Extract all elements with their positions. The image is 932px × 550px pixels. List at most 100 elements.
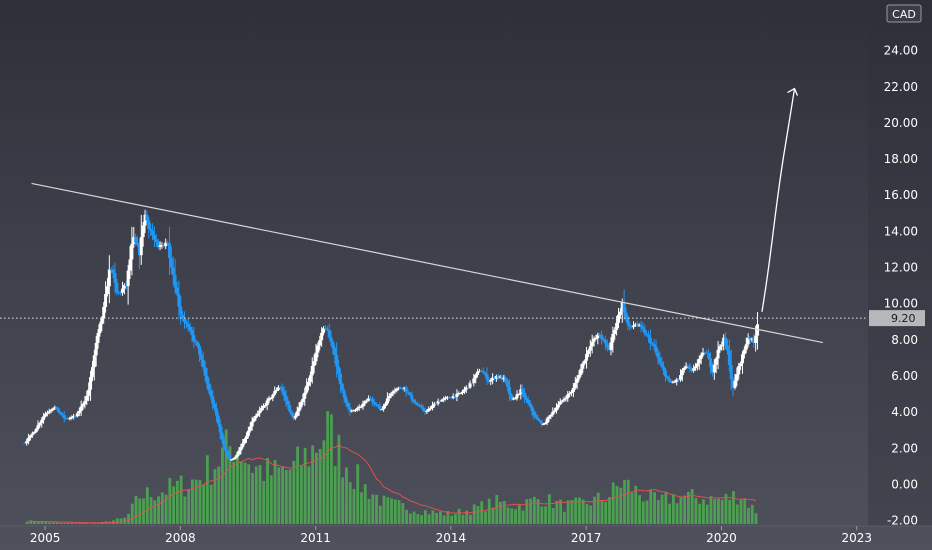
candle-body (468, 382, 472, 388)
volume-bar (363, 484, 367, 524)
volume-bar (532, 496, 536, 524)
candle-body (164, 242, 168, 247)
volume-bar (322, 440, 326, 524)
candle-body (556, 404, 560, 408)
candle-body (609, 342, 613, 350)
candle-body (639, 324, 643, 328)
candle-body (652, 344, 656, 347)
volume-bar (551, 507, 555, 524)
candle-body (476, 371, 480, 375)
y-tick-label: 6.00 (891, 369, 918, 383)
candle-body (40, 419, 44, 424)
volume-bar (221, 447, 224, 524)
candle-body (432, 403, 436, 406)
candle-body (179, 306, 183, 315)
candle-body (241, 443, 245, 448)
volume-bar (284, 469, 288, 524)
candle-body (209, 390, 213, 396)
candle-body (316, 345, 320, 353)
candle-body (620, 302, 624, 312)
volume-bar (232, 461, 236, 524)
y-tick-label: 14.00 (884, 224, 918, 238)
volume-bar (382, 495, 386, 524)
volume-bar (127, 513, 130, 524)
volume-bar (78, 523, 82, 524)
volume-bar (48, 522, 51, 524)
candle-body (169, 257, 173, 268)
volume-bar (262, 480, 266, 524)
candle-body (519, 389, 523, 394)
volume-bar (619, 487, 623, 524)
candle-body (385, 398, 389, 404)
candle-body (402, 387, 406, 389)
candle-body (325, 328, 329, 330)
candle-body (496, 375, 500, 378)
resistance-trendline[interactable] (31, 182, 824, 344)
volume-bar (675, 503, 679, 524)
candle-body (694, 366, 698, 369)
candle-body (724, 337, 728, 346)
candle-body (436, 401, 440, 404)
volume-bar (517, 504, 521, 524)
volume-bar (656, 499, 660, 524)
candle-body (459, 392, 463, 394)
candle-body (216, 415, 220, 424)
candle-body (124, 285, 128, 287)
candle-body (536, 417, 540, 420)
volume-bar (645, 500, 649, 524)
volume-bar (420, 515, 423, 524)
x-tick-label: 2011 (300, 531, 331, 545)
candle-body (474, 374, 478, 379)
candle-body (267, 398, 271, 401)
candle-body (70, 416, 74, 418)
volume-bar (502, 500, 506, 524)
candle-body (504, 377, 508, 381)
candle-body (600, 334, 604, 339)
y-tick-label: 10.00 (884, 297, 918, 311)
candle-body (466, 387, 470, 389)
projection-arrow-line[interactable] (761, 87, 796, 312)
candle-body (534, 415, 538, 418)
candle-body (506, 380, 510, 387)
candle-body (461, 391, 465, 393)
candle-body (742, 349, 746, 355)
candle-body (632, 325, 636, 327)
volume-bar (555, 500, 559, 524)
candle-body (265, 400, 269, 406)
candle-body (740, 354, 744, 364)
volume-bar (198, 480, 202, 524)
candle-body (282, 391, 286, 396)
volume-bar (70, 522, 74, 524)
candle-body (551, 411, 555, 415)
candle-body (222, 439, 226, 447)
drawing-annotations: 9.20 (0, 87, 925, 344)
candle-body (374, 403, 378, 405)
candle-body (355, 408, 359, 410)
volume-bar (604, 501, 608, 524)
volume-bar (435, 512, 439, 524)
volume-bar (728, 499, 732, 524)
candle-body (395, 388, 399, 391)
candle-body (539, 421, 543, 425)
candle-body (51, 408, 55, 410)
volume-bar (484, 511, 487, 524)
volume-bar (679, 496, 683, 524)
projection-arrow-head (787, 87, 799, 96)
volume-bar (367, 498, 371, 524)
candle-body (213, 403, 217, 409)
candle-body (68, 417, 72, 419)
candle-body (451, 396, 455, 398)
volume-bar (514, 509, 517, 524)
currency-badge: CAD (886, 4, 922, 23)
candle-body (737, 366, 741, 375)
volume-bar (626, 479, 630, 524)
candle-body (273, 391, 277, 395)
volume-bar (653, 492, 656, 524)
candle-body (98, 324, 102, 334)
candle-body (406, 391, 410, 393)
candle-body (344, 397, 348, 403)
volume-bar (525, 499, 529, 524)
candle-body (547, 416, 551, 419)
candle-body (412, 399, 416, 403)
